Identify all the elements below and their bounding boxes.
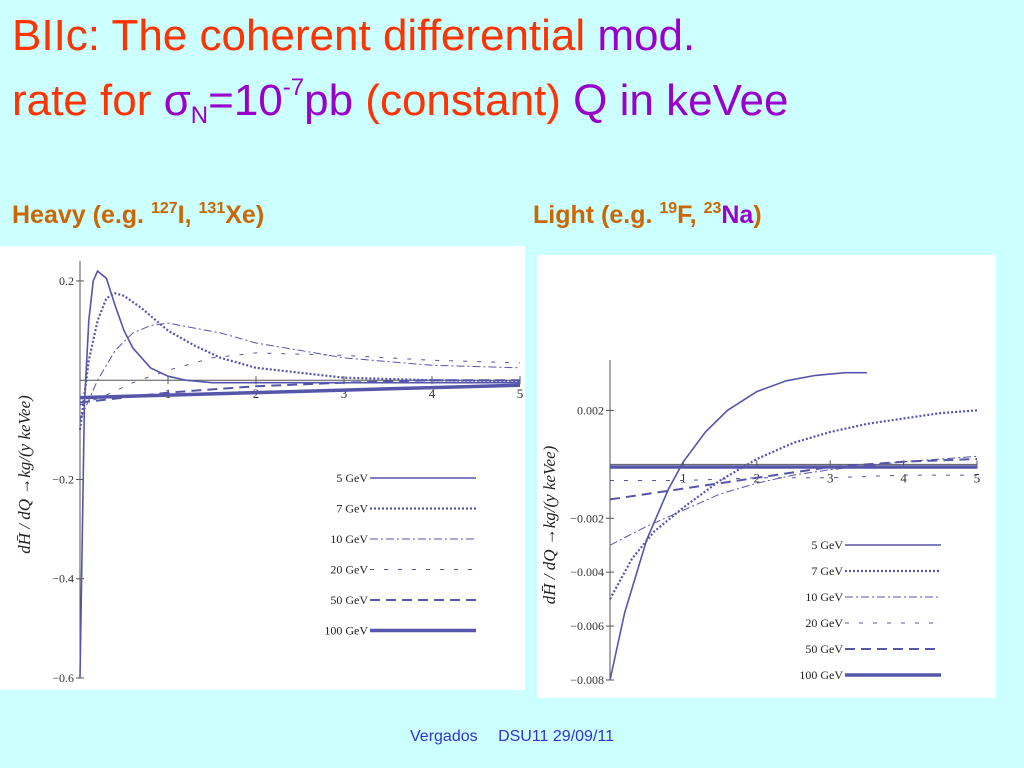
title-sigma: σ <box>163 76 191 125</box>
heavy-y-tick-label: −0.6 <box>52 671 74 685</box>
light-legend-label: 20 GeV <box>805 616 843 630</box>
heavy-series-line <box>79 269 520 679</box>
light-f-mass: 19 <box>659 200 678 217</box>
heavy-label: Heavy (e.g. 127I, 131Xe) <box>12 200 264 230</box>
heavy-y-tick-label: −0.2 <box>52 472 74 486</box>
light-x-tick-label: 5 <box>974 470 981 485</box>
light-close: ) <box>753 201 762 229</box>
title-q-in: Q in keVee <box>573 76 789 125</box>
light-series-line <box>609 455 978 546</box>
heavy-series-line <box>79 379 520 404</box>
heavy-legend-label: 100 GeV <box>324 624 368 638</box>
heavy-y-tick-label: −0.4 <box>52 572 74 586</box>
light-legend-label: 50 GeV <box>805 642 843 656</box>
light-series-line <box>610 474 977 481</box>
light-label: Light (e.g. 19F, 23Na) <box>533 200 762 230</box>
light-x-tick-label: 1 <box>680 470 687 485</box>
title-line1-text: BIIc: The coherent differential <box>12 11 586 60</box>
light-series-line <box>609 371 867 681</box>
footer-conference: DSU11 29/09/11 <box>498 728 614 745</box>
heavy-close: ) <box>255 201 265 229</box>
light-y-tick-label: −0.002 <box>570 511 604 525</box>
title-sigma-sub: N <box>190 102 209 129</box>
slide-footer: Vergados DSU11 29/09/11 <box>0 728 1024 746</box>
light-legend-label: 10 GeV <box>805 590 843 604</box>
slide-title: BIIc: The coherent differential mod. rat… <box>12 10 1017 142</box>
light-series-line <box>609 458 978 501</box>
light-x-tick-label: 3 <box>827 470 834 485</box>
heavy-legend-label: 20 GeV <box>330 563 368 577</box>
light-y-tick-label: −0.004 <box>570 565 604 579</box>
heavy-x-tick-label: 4 <box>429 386 436 401</box>
light-y-tick-label: −0.006 <box>570 619 604 633</box>
light-x-tick-label: 4 <box>900 470 907 485</box>
light-y-tick-label: 0.002 <box>577 403 604 417</box>
heavy-x-tick-label: 3 <box>341 386 348 401</box>
light-legend-label: 7 GeV <box>811 564 843 578</box>
heavy-plot-panel: 1 2 3 4 5 0.2 −0.2 −0.4 −0.6 dH̄ / dQ →kg/(y keVe… <box>0 246 525 690</box>
light-y-axis-label: dH̄ / dQ →kg/(y keVee) <box>540 445 559 604</box>
heavy-chart: 1 2 3 4 50.2−0.2−0.4−0.6dH̄ / dQ →kg/(y keVe… <box>15 261 524 685</box>
title-pb: pb <box>304 76 354 125</box>
light-legend-label: 5 GeV <box>811 538 843 552</box>
heavy-series-line <box>79 322 521 421</box>
light-plot-panel: 1 2 3 4 5 0.002 −0.002 −0.004 −0.006 −0.008 dH̄ / … <box>537 255 996 698</box>
light-na: Na <box>721 201 754 229</box>
heavy-legend-label: 50 GeV <box>330 593 368 607</box>
title-mod: mod. <box>597 11 696 60</box>
heavy-x-tick-label: 5 <box>517 386 524 401</box>
heavy-legend-label: 10 GeV <box>330 532 368 546</box>
heavy-legend-label: 7 GeV <box>336 502 368 516</box>
light-legend-label: 100 GeV <box>799 668 843 682</box>
light-label-a: Light (e.g. <box>533 201 653 229</box>
light-y-tick-label: −0.008 <box>570 673 604 687</box>
heavy-xe-mass: 131 <box>198 200 226 217</box>
heavy-i-mass: 127 <box>150 200 178 217</box>
heavy-series-line <box>78 292 521 430</box>
footer-author: Vergados <box>410 728 478 745</box>
light-f: F, <box>677 201 697 229</box>
heavy-series-line <box>79 352 521 406</box>
heavy-y-axis-label: dH̄ / dQ →kg/(y keVee) <box>15 395 34 554</box>
title-eq: =10 <box>208 76 283 125</box>
heavy-label-a: Heavy (e.g. <box>12 201 145 229</box>
heavy-xe: Xe <box>225 201 256 229</box>
heavy-series-line <box>79 383 521 400</box>
title-exp: -7 <box>282 74 305 101</box>
title-rate-for: rate for <box>12 76 152 125</box>
heavy-legend-label: 5 GeV <box>336 471 368 485</box>
light-na-mass: 23 <box>703 200 722 217</box>
heavy-y-tick-label: 0.2 <box>59 274 74 288</box>
title-constant: (constant) <box>365 76 561 125</box>
heavy-i: I, <box>177 201 192 229</box>
